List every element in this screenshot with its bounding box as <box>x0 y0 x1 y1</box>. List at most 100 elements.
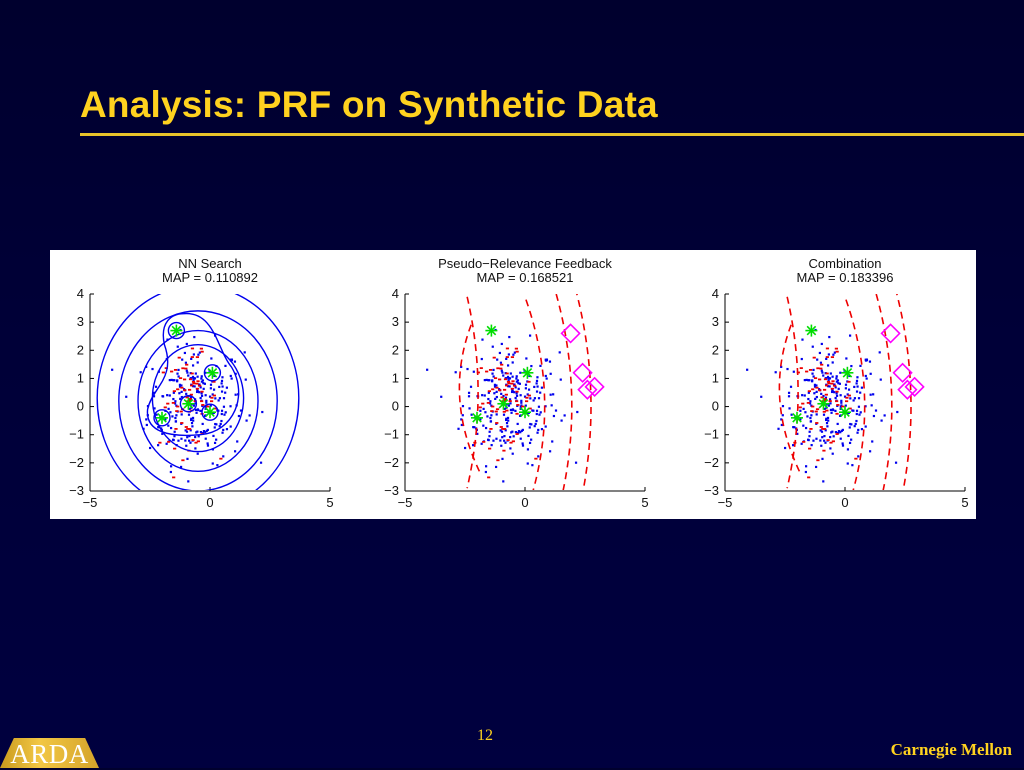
data-point <box>489 420 493 423</box>
data-point <box>229 405 232 408</box>
data-point <box>836 422 839 426</box>
data-point <box>461 405 465 408</box>
data-point <box>229 374 232 378</box>
data-point <box>854 457 858 460</box>
data-point <box>191 380 196 383</box>
data-point <box>236 440 239 443</box>
data-point <box>508 398 512 401</box>
data-point <box>872 414 876 418</box>
relevant-point-star <box>486 325 497 336</box>
data-point <box>788 407 791 410</box>
data-point <box>221 431 224 434</box>
data-point <box>501 436 504 439</box>
data-point <box>825 357 828 360</box>
data-point <box>574 461 578 464</box>
data-point <box>820 392 823 395</box>
data-point <box>503 407 506 410</box>
contour-line <box>555 294 573 490</box>
data-point <box>202 431 205 435</box>
data-point <box>839 437 842 440</box>
y-tick-label: 3 <box>77 314 84 329</box>
data-point <box>189 377 192 380</box>
data-point <box>496 358 499 361</box>
data-point <box>184 367 188 370</box>
data-point <box>813 383 817 386</box>
data-point <box>837 382 840 385</box>
data-point <box>825 409 829 412</box>
data-point <box>806 415 809 418</box>
data-point <box>509 408 512 412</box>
data-point <box>476 432 479 435</box>
data-point <box>184 426 188 428</box>
data-point <box>498 378 502 381</box>
data-point <box>202 382 205 385</box>
data-point <box>812 368 815 372</box>
data-point <box>229 358 232 361</box>
data-point <box>195 382 199 385</box>
data-point <box>167 440 171 443</box>
data-point <box>822 388 827 391</box>
data-point <box>457 427 460 430</box>
data-point <box>500 430 504 433</box>
data-point <box>185 430 189 433</box>
contour-line <box>96 294 300 490</box>
data-point <box>206 444 210 447</box>
data-point <box>470 413 473 416</box>
data-point <box>508 400 512 403</box>
relevant-point-star <box>842 367 853 378</box>
data-point <box>828 385 831 388</box>
data-point <box>495 437 498 440</box>
data-point <box>196 361 199 364</box>
data-point <box>783 446 787 450</box>
data-point <box>506 375 510 379</box>
data-point <box>488 447 492 450</box>
data-point <box>204 371 207 374</box>
data-point <box>190 384 194 387</box>
data-point <box>510 411 513 414</box>
data-point <box>811 345 814 348</box>
data-point <box>189 441 192 444</box>
y-tick-label: 2 <box>392 342 399 357</box>
data-point <box>487 390 491 393</box>
data-point <box>204 431 207 434</box>
relevant-point-circle <box>153 409 171 427</box>
data-point <box>777 427 780 430</box>
data-point <box>520 401 523 404</box>
data-point <box>170 378 173 382</box>
data-point <box>855 382 858 385</box>
data-point <box>161 432 164 435</box>
data-point <box>505 409 509 412</box>
chart-title: Pseudo−Relevance Feedback <box>438 256 612 271</box>
data-point <box>245 419 248 422</box>
data-point <box>510 431 513 434</box>
data-point <box>173 402 177 405</box>
data-point <box>829 435 832 439</box>
data-point <box>217 399 220 402</box>
data-point <box>186 457 189 460</box>
data-point <box>503 435 506 438</box>
data-point <box>495 413 498 416</box>
data-point <box>848 407 852 410</box>
data-point <box>189 396 193 399</box>
data-point <box>194 408 197 412</box>
data-point <box>230 359 234 362</box>
data-point <box>878 351 881 354</box>
data-point <box>199 386 202 389</box>
data-point <box>219 422 222 426</box>
data-point <box>528 441 532 445</box>
data-point <box>214 422 217 426</box>
data-point <box>504 377 507 380</box>
data-point <box>836 404 839 407</box>
data-point <box>489 400 492 403</box>
chart-title: Combination <box>809 256 882 271</box>
data-point <box>807 379 810 382</box>
data-point <box>189 429 192 432</box>
data-point <box>500 369 503 372</box>
data-point <box>478 406 482 409</box>
data-point <box>800 357 803 361</box>
data-point <box>515 412 519 415</box>
arda-logo: ARDA <box>0 738 99 768</box>
contour-line <box>466 296 479 489</box>
data-point <box>806 401 810 404</box>
